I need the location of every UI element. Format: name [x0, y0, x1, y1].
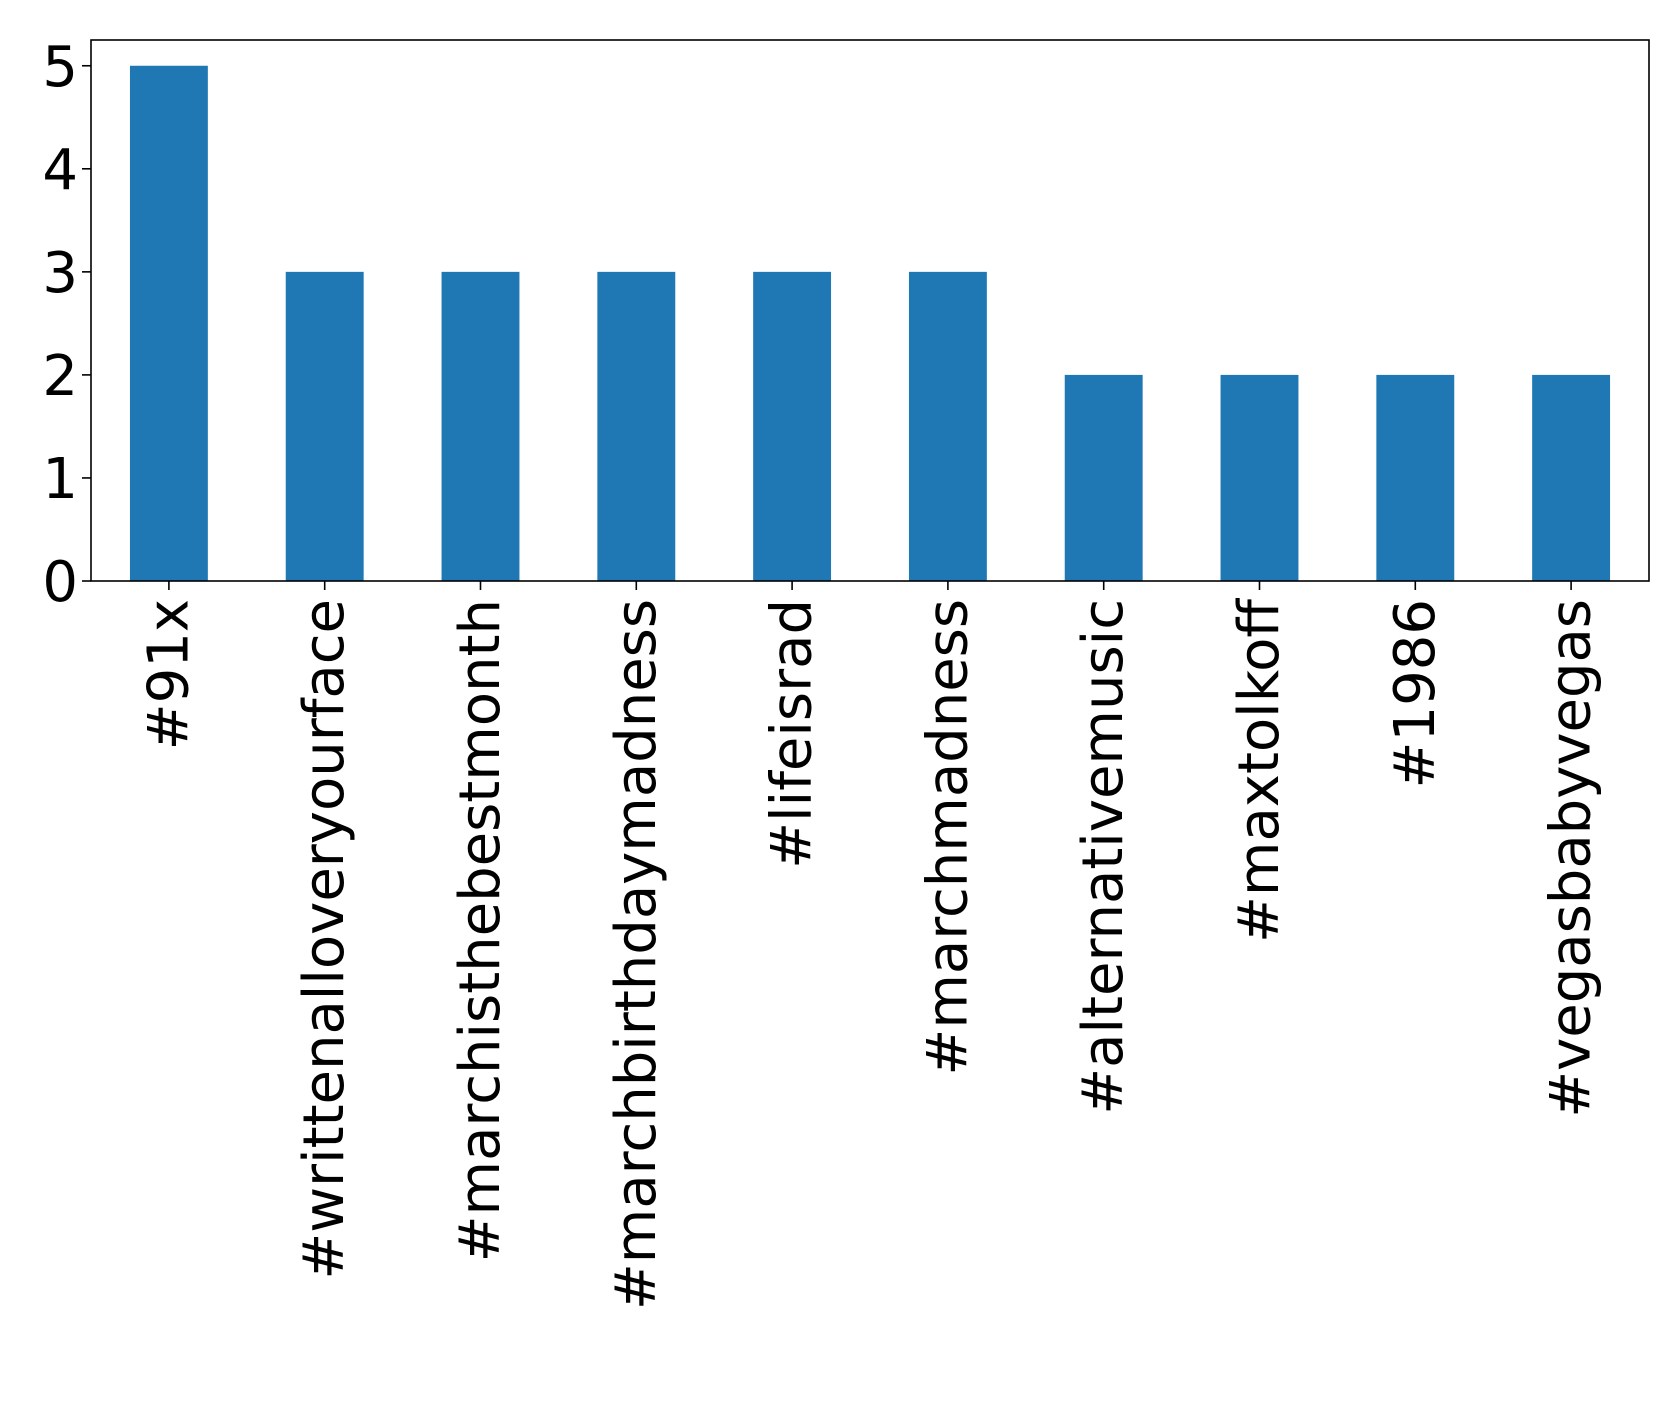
bar-6: [1064, 374, 1143, 581]
x-tick-label-4: #lifeisrad: [760, 599, 825, 869]
x-tick-label-7: #maxtolkoff: [1227, 598, 1292, 943]
bars-layer: [129, 65, 1611, 581]
x-tick-label-9: #vegasbabyvegas: [1539, 599, 1604, 1118]
bar-1: [285, 271, 364, 581]
x-tick-label-8: #1986: [1383, 599, 1448, 788]
y-tick-label-3: 3: [42, 241, 78, 306]
bar-3: [597, 271, 676, 581]
y-tick-label-4: 4: [42, 138, 78, 203]
y-tick-label-1: 1: [42, 447, 78, 512]
bar-8: [1376, 374, 1455, 581]
x-tick-label-5: #marchmadness: [915, 599, 980, 1076]
x-axis: #91x #writtenalloveryourface #marchisthebe…: [136, 581, 1604, 1310]
plot-area-frame: [90, 39, 1650, 582]
x-tick-label-2: #marchisthebestmonth: [448, 599, 513, 1262]
y-tick-label-0: 0: [42, 550, 78, 615]
y-axis: 0 1 2 3 4 5: [42, 35, 91, 615]
bar-7: [1220, 374, 1299, 581]
x-tick-label-0: #91x: [136, 599, 201, 750]
x-tick-label-6: #alternativemusic: [1071, 599, 1136, 1115]
y-tick-label-2: 2: [42, 344, 78, 409]
bar-4: [753, 271, 832, 581]
x-tick-label-3: #marchbirthdaymadness: [604, 599, 669, 1310]
bar-9: [1532, 374, 1611, 581]
bar-0: [129, 65, 208, 581]
x-tick-label-1: #writtenalloveryourface: [292, 599, 357, 1280]
bar-2: [441, 271, 520, 581]
bar-5: [908, 271, 987, 581]
y-tick-label-5: 5: [42, 35, 78, 100]
